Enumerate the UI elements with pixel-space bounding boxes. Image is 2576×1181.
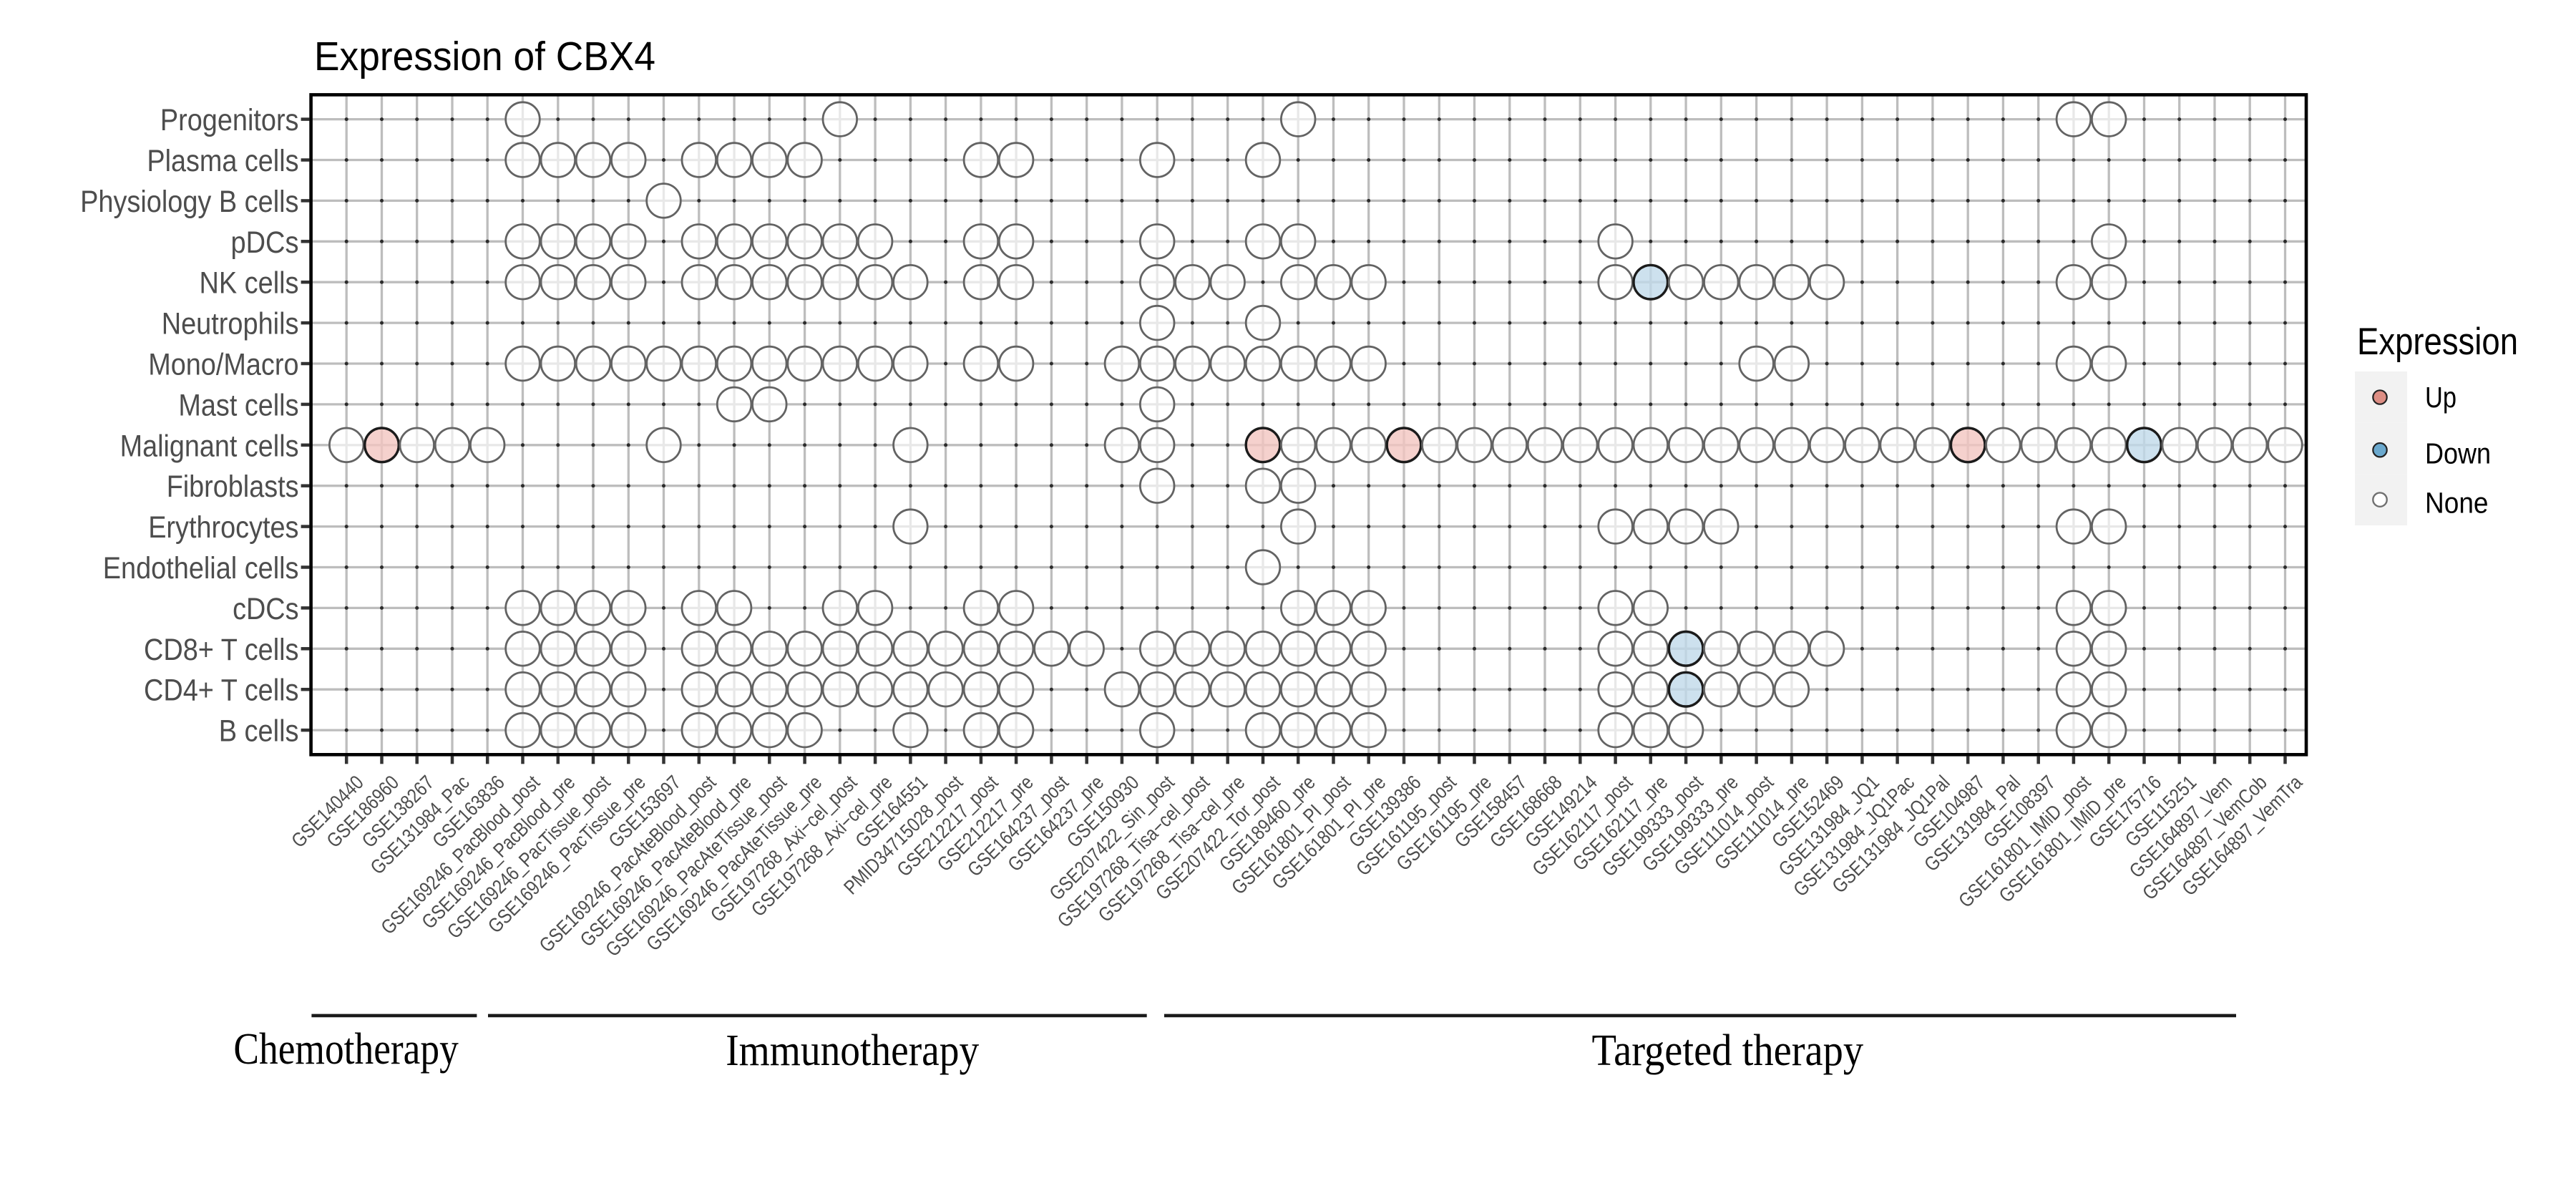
svg-text:Expression: Expression [2357,321,2518,363]
svg-text:pDCs: pDCs [231,225,299,260]
svg-text:NK cells: NK cells [200,266,299,301]
svg-text:Up: Up [2425,381,2457,414]
svg-text:cDCs: cDCs [233,592,298,626]
svg-text:Malignant cells: Malignant cells [120,429,299,463]
svg-text:Mast cells: Mast cells [178,388,298,422]
svg-text:Chemotherapy: Chemotherapy [233,1025,458,1074]
svg-text:Progenitors: Progenitors [160,103,299,137]
svg-text:B cells: B cells [219,714,299,749]
svg-text:Immunotherapy: Immunotherapy [726,1026,979,1075]
svg-text:None: None [2425,487,2489,520]
svg-text:Fibroblasts: Fibroblasts [167,470,299,504]
svg-text:Targeted therapy: Targeted therapy [1592,1026,1864,1075]
svg-text:Erythrocytes: Erythrocytes [148,510,298,545]
svg-text:Neutrophils: Neutrophils [162,307,299,341]
svg-text:Endothelial cells: Endothelial cells [103,551,299,585]
svg-text:Plasma cells: Plasma cells [147,144,298,178]
svg-text:CD4+ T cells: CD4+ T cells [144,674,299,708]
svg-text:Physiology B cells: Physiology B cells [80,185,298,219]
svg-text:Mono/Macro: Mono/Macro [148,348,298,382]
svg-text:Down: Down [2425,437,2491,470]
svg-text:Expression of CBX4: Expression of CBX4 [314,34,655,79]
svg-text:CD8+ T cells: CD8+ T cells [144,633,299,667]
